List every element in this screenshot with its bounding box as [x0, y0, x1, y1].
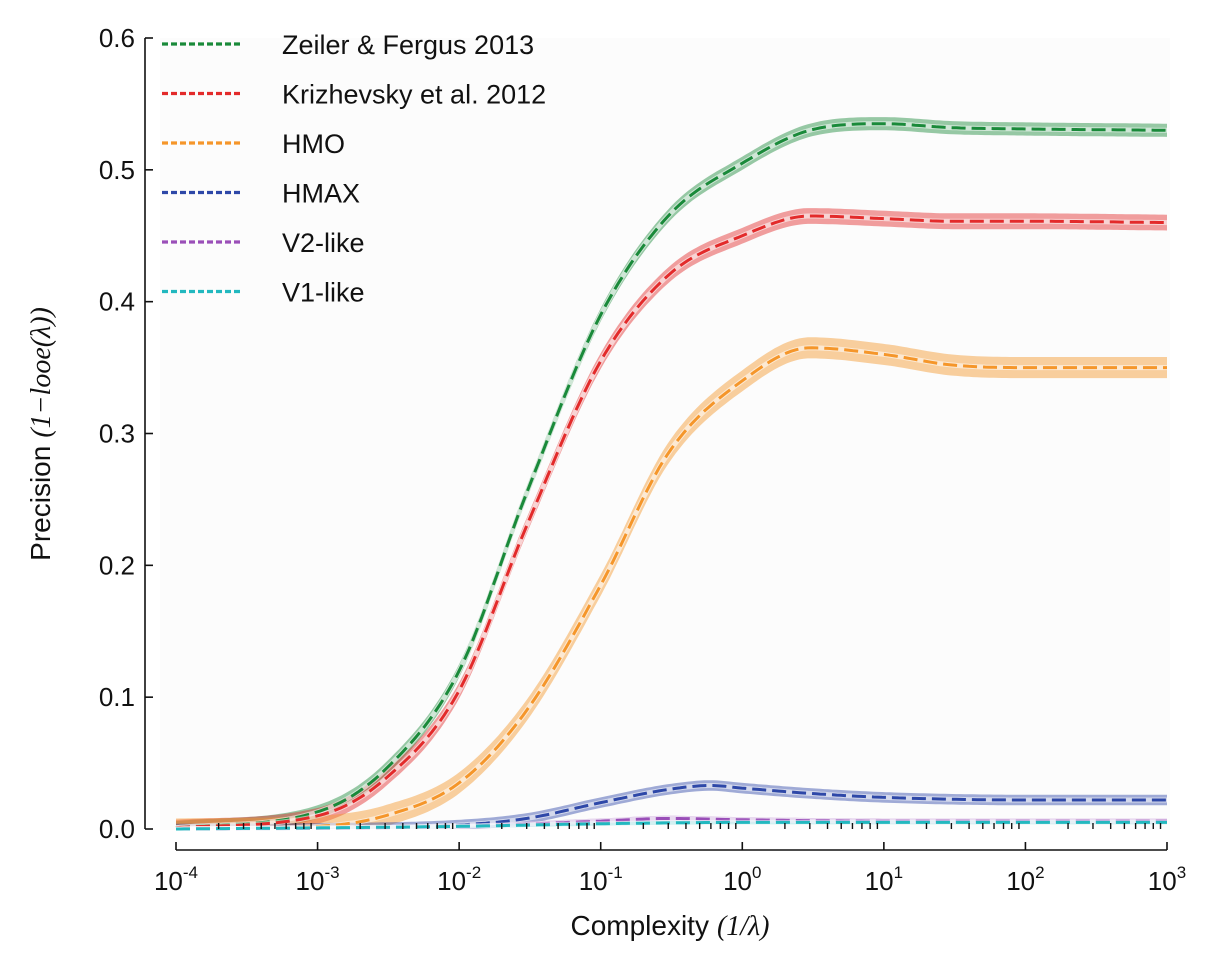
series-line-0: [175, 122, 1168, 830]
y-axis-title-text: Precision: [25, 446, 56, 561]
legend-label-4: V2-like: [282, 228, 365, 258]
y-tick-label: 0.3: [99, 419, 135, 449]
legend-label-2: HMO: [282, 129, 345, 159]
y-axis-title-math: (1−looe(λ)): [26, 307, 57, 438]
legend-label-5: V1-like: [282, 278, 365, 308]
x-tick-label: 10-2: [437, 863, 481, 896]
series-line-5: [176, 820, 1167, 831]
plot-area: [160, 38, 1170, 830]
x-axis-title-math: (1/λ): [717, 911, 770, 942]
x-tick-label: 10-1: [579, 863, 623, 896]
x-minor-ticks: [217, 823, 1162, 829]
legend: Zeiler & Fergus 2013 Krizhevsky et al. 20…: [162, 30, 546, 308]
y-axis-title: Precision (1−looe(λ)): [25, 307, 57, 561]
x-tick-label: 101: [865, 863, 903, 896]
series-lines: [175, 121, 1168, 832]
x-tick-label: 102: [1006, 863, 1044, 896]
x-tick-label: 10-3: [296, 863, 340, 896]
x-tick-label: 100: [723, 863, 761, 896]
legend-label-3: HMAX: [282, 179, 360, 209]
y-tick-label: 0.1: [99, 682, 135, 712]
y-tick-label: 0.4: [99, 287, 135, 317]
y-tick-label: 0.6: [99, 23, 135, 53]
x-axis-ticks: 10-4 10-3 10-2 10-1 100 101 102 103: [154, 842, 1186, 896]
series-line-2: [176, 346, 1167, 831]
x-axis-title-text: Complexity: [570, 910, 708, 941]
series-line-1: [175, 214, 1168, 830]
legend-label-1: Krizhevsky et al. 2012: [282, 80, 546, 110]
x-tick-label: 103: [1148, 863, 1186, 896]
y-axis-ticks: 0.0 0.1 0.2 0.3 0.4 0.5 0.6: [99, 23, 153, 844]
y-tick-label: 0.2: [99, 550, 135, 580]
legend-label-0: Zeiler & Fergus 2013: [282, 30, 534, 60]
x-tick-label: 10-4: [154, 863, 198, 896]
y-tick-label: 0.0: [99, 814, 135, 844]
x-axis-title: Complexity (1/λ): [570, 910, 769, 942]
y-tick-label: 0.5: [99, 155, 135, 185]
